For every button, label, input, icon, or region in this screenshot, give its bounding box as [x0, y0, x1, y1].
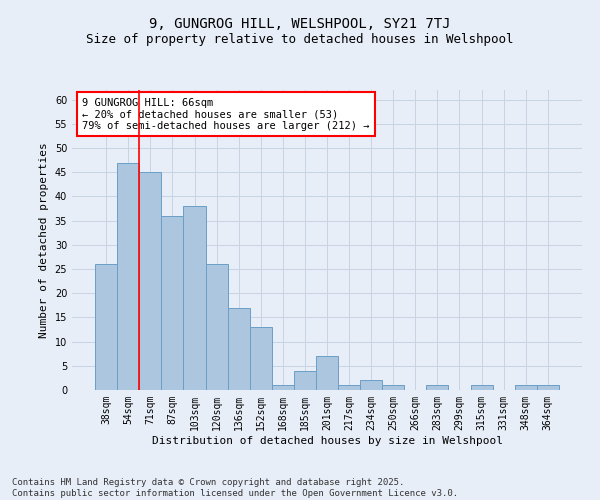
- Bar: [250, 327, 272, 390]
- Bar: [537, 385, 559, 390]
- Bar: [184, 206, 206, 390]
- Bar: [139, 172, 161, 390]
- Bar: [272, 385, 294, 390]
- Text: Contains HM Land Registry data © Crown copyright and database right 2025.
Contai: Contains HM Land Registry data © Crown c…: [12, 478, 458, 498]
- Bar: [427, 385, 448, 390]
- Text: 9, GUNGROG HILL, WELSHPOOL, SY21 7TJ: 9, GUNGROG HILL, WELSHPOOL, SY21 7TJ: [149, 18, 451, 32]
- X-axis label: Distribution of detached houses by size in Welshpool: Distribution of detached houses by size …: [151, 436, 503, 446]
- Bar: [294, 370, 316, 390]
- Bar: [161, 216, 184, 390]
- Text: Size of property relative to detached houses in Welshpool: Size of property relative to detached ho…: [86, 32, 514, 46]
- Bar: [95, 264, 117, 390]
- Y-axis label: Number of detached properties: Number of detached properties: [39, 142, 49, 338]
- Bar: [470, 385, 493, 390]
- Text: 9 GUNGROG HILL: 66sqm
← 20% of detached houses are smaller (53)
79% of semi-deta: 9 GUNGROG HILL: 66sqm ← 20% of detached …: [82, 98, 370, 130]
- Bar: [117, 162, 139, 390]
- Bar: [316, 356, 338, 390]
- Bar: [360, 380, 382, 390]
- Bar: [382, 385, 404, 390]
- Bar: [227, 308, 250, 390]
- Bar: [206, 264, 227, 390]
- Bar: [515, 385, 537, 390]
- Bar: [338, 385, 360, 390]
